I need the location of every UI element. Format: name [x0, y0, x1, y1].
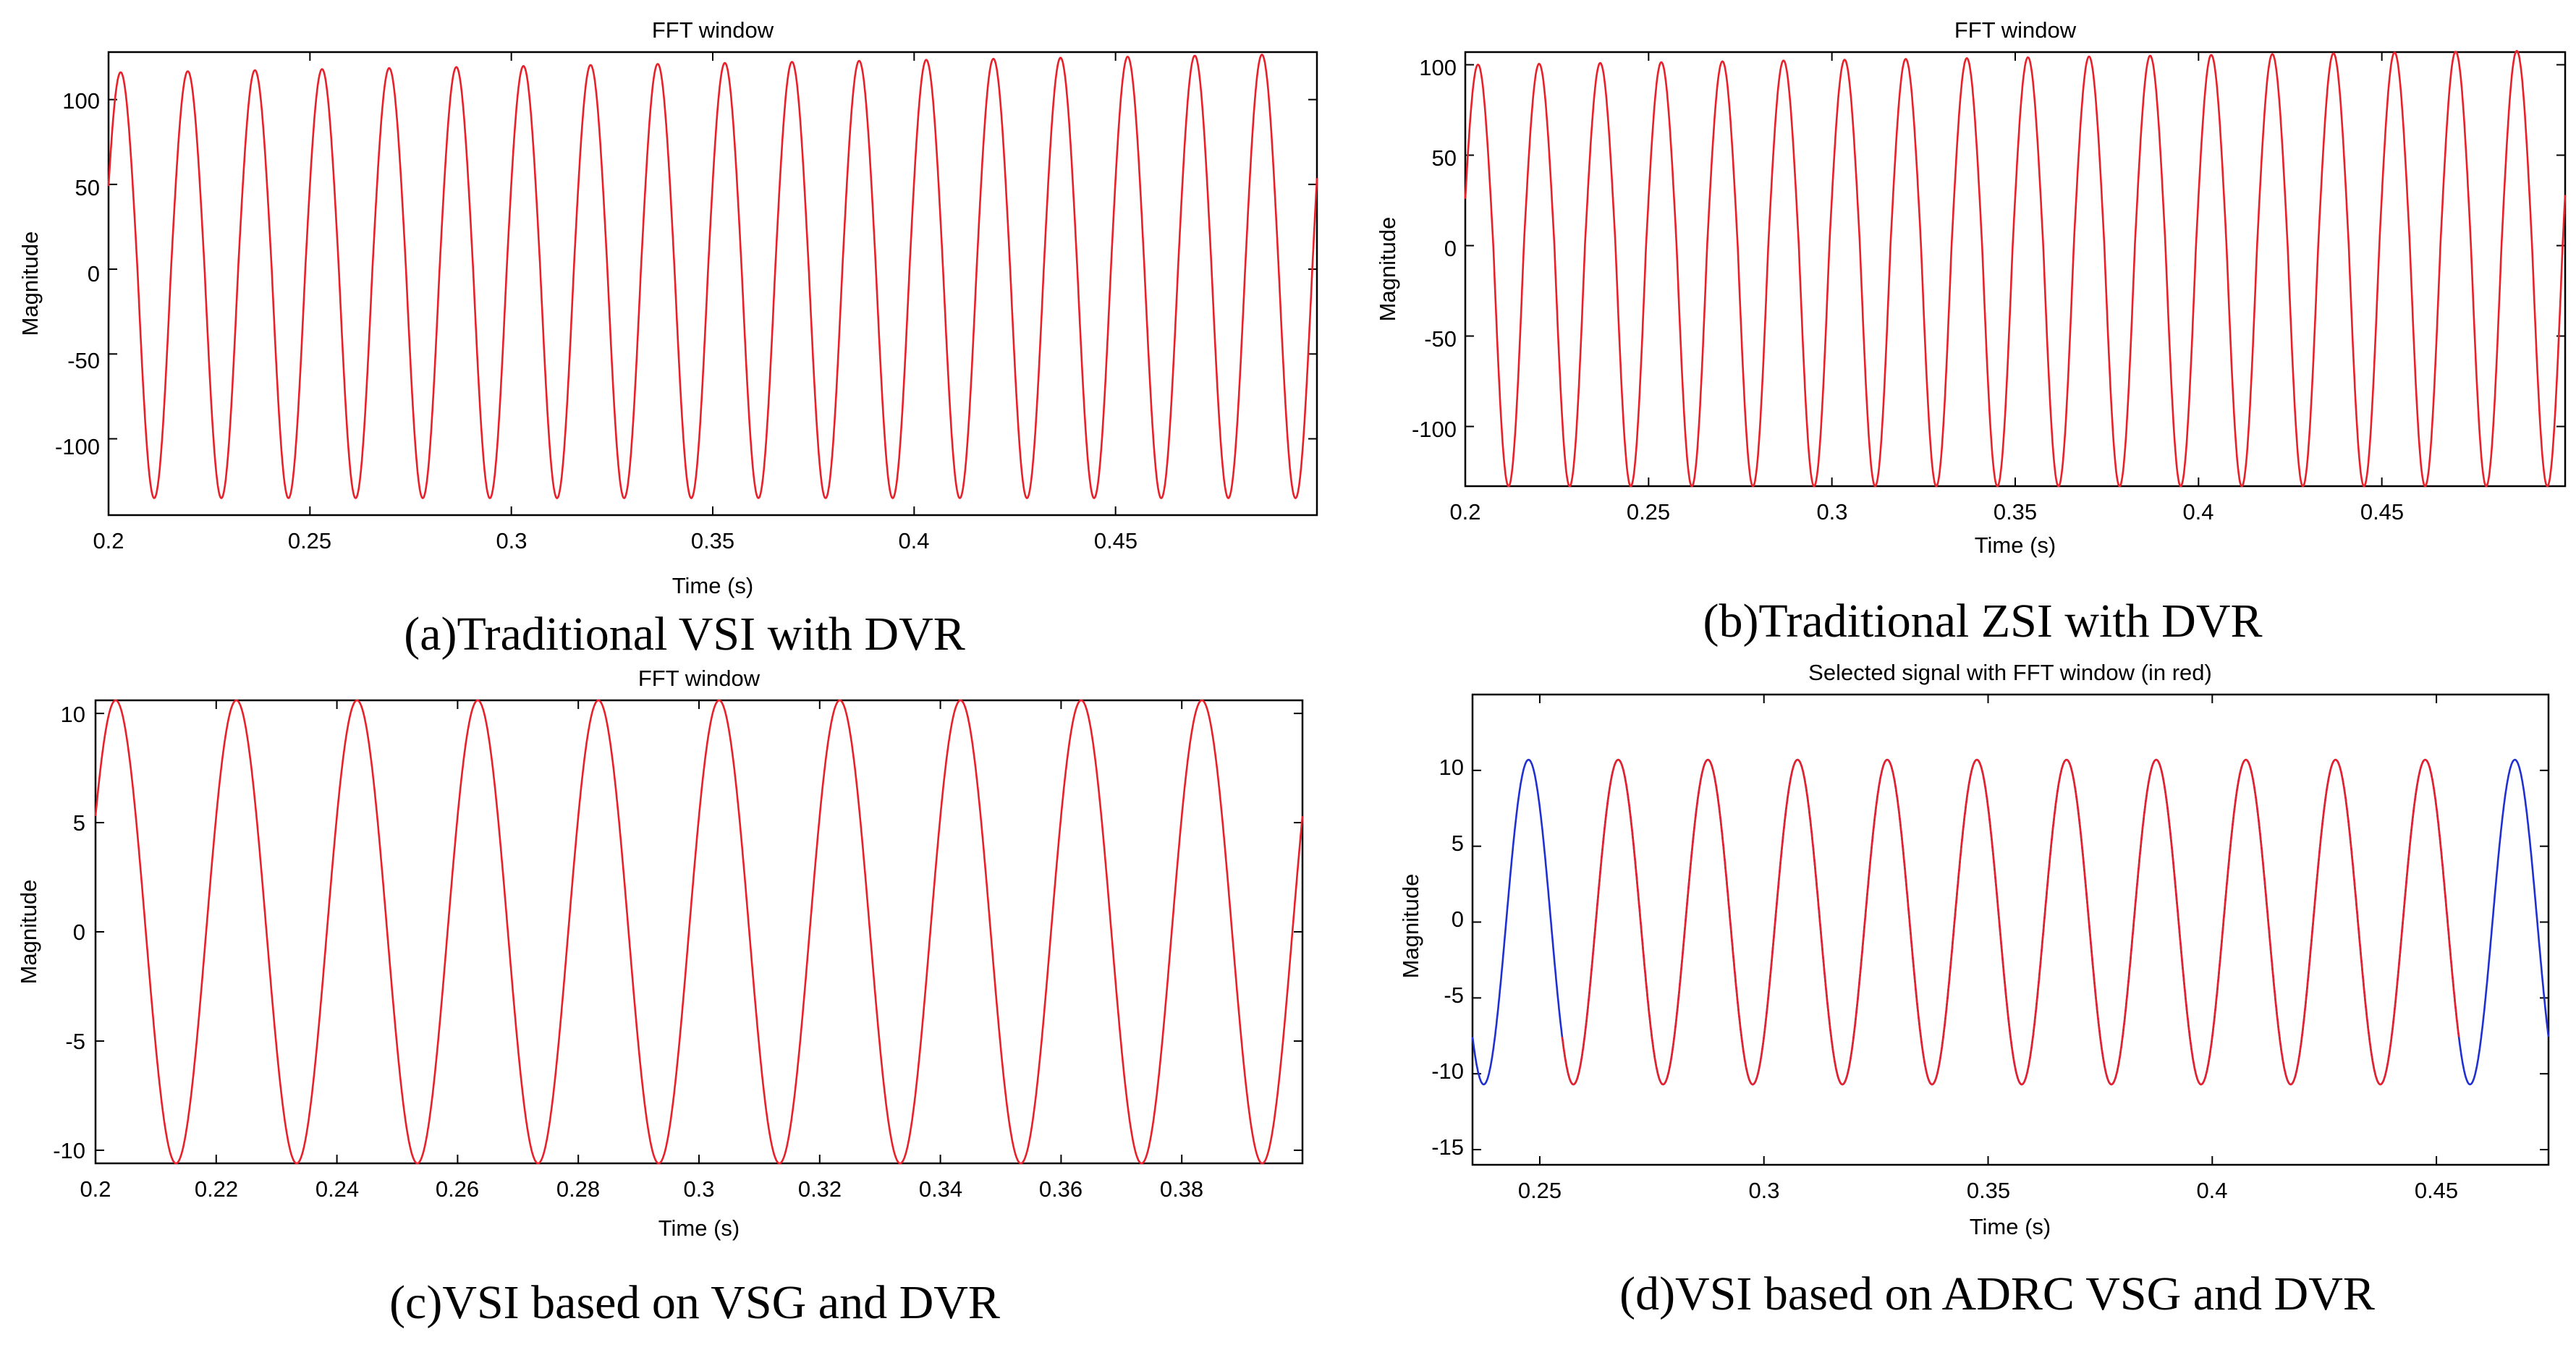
xtick-a-0.45: 0.45 [1094, 528, 1137, 553]
ytick-d-5: 5 [1452, 831, 1464, 856]
waveform-fft-window-b [1464, 50, 2567, 488]
ytick-a-minus50: -50 [67, 348, 100, 373]
xtick-c-0.28: 0.28 [556, 1176, 600, 1202]
panel-title-a: FFT window [652, 17, 774, 43]
ytick-d-minus15: -15 [1431, 1134, 1464, 1160]
xtick-d-0.45: 0.45 [2415, 1178, 2458, 1203]
panel-title-d: Selected signal with FFT window (in red) [1808, 660, 2212, 685]
xlabel-c: Time (s) [658, 1215, 740, 1241]
plot-area-c [94, 699, 1304, 1165]
xtick-d-0.4: 0.4 [2196, 1178, 2227, 1203]
xtick-c-0.38: 0.38 [1160, 1176, 1203, 1202]
ytick-a-0: 0 [88, 261, 100, 286]
xtick-d-0.3: 0.3 [1748, 1178, 1779, 1203]
ytick-b-minus100: -100 [1412, 417, 1457, 442]
caption-b: (b)Traditional ZSI with DVR [1703, 595, 2262, 648]
ytick-b-50: 50 [1432, 145, 1457, 171]
xtick-b-0.35: 0.35 [1994, 499, 2037, 525]
plot-area-a [107, 51, 1318, 517]
xtick-c-0.26: 0.26 [436, 1176, 479, 1202]
xtick-c-0.24: 0.24 [315, 1176, 359, 1202]
panel-b: FFT window 100 50 0 -50 -100 0.2 0.25 0.… [1375, 17, 2567, 648]
xtick-a-0.4: 0.4 [898, 528, 929, 553]
xtick-d-0.35: 0.35 [1967, 1178, 2010, 1203]
xtick-b-0.3: 0.3 [1816, 499, 1847, 525]
tick-marks-b [1465, 52, 2565, 486]
tick-marks-c [95, 700, 1302, 1163]
ytick-d-0: 0 [1452, 907, 1464, 932]
xtick-a-0.2: 0.2 [93, 528, 124, 553]
tick-marks-d [1473, 695, 2549, 1165]
plot-area-b [1464, 51, 2567, 488]
panel-c: FFT window 10 5 0 -5 -10 0.2 0.22 0.24 0… [16, 666, 1304, 1329]
xtick-a-0.25: 0.25 [288, 528, 331, 553]
panel-d: Selected signal with FFT window (in red)… [1398, 660, 2550, 1320]
xtick-a-0.3: 0.3 [496, 528, 527, 553]
xtick-c-0.36: 0.36 [1039, 1176, 1082, 1202]
ytick-c-0: 0 [73, 920, 85, 945]
waveform-fft-window-c [94, 699, 1304, 1165]
xtick-c-0.22: 0.22 [195, 1176, 238, 1202]
xtick-b-0.2: 0.2 [1449, 499, 1480, 525]
caption-a: (a)Traditional VSI with DVR [404, 608, 965, 661]
ytick-d-minus5: -5 [1444, 982, 1464, 1008]
xtick-d-0.25: 0.25 [1518, 1178, 1562, 1203]
xlabel-a: Time (s) [672, 573, 754, 598]
ytick-c-5: 5 [73, 810, 85, 836]
waveform-fft-window-a [107, 54, 1318, 499]
xtick-a-0.35: 0.35 [691, 528, 734, 553]
xtick-c-0.2: 0.2 [80, 1176, 111, 1202]
xtick-c-0.32: 0.32 [798, 1176, 842, 1202]
panel-title-c: FFT window [638, 666, 760, 691]
ylabel-c: Magnitude [16, 880, 41, 985]
xtick-b-0.45: 0.45 [2360, 499, 2404, 525]
ytick-b-100: 100 [1419, 55, 1457, 80]
ytick-b-minus50: -50 [1424, 326, 1457, 352]
plot-area-d [1471, 693, 2550, 1166]
caption-c: (c)VSI based on VSG and DVR [389, 1276, 1000, 1329]
ytick-d-minus10: -10 [1431, 1058, 1464, 1084]
caption-d: (d)VSI based on ADRC VSG and DVR [1619, 1268, 2375, 1320]
ytick-a-100: 100 [62, 88, 100, 114]
xtick-c-0.34: 0.34 [919, 1176, 962, 1202]
ytick-c-minus10: -10 [53, 1138, 85, 1163]
ytick-c-minus5: -5 [65, 1029, 85, 1054]
xlabel-b: Time (s) [1975, 532, 2056, 558]
panel-a: FFT window 100 50 0 -50 -100 0.2 0.25 0.… [17, 17, 1318, 661]
ytick-c-10: 10 [61, 702, 85, 727]
xtick-b-0.4: 0.4 [2182, 499, 2213, 525]
ytick-b-0: 0 [1444, 236, 1457, 261]
ytick-a-50: 50 [75, 175, 100, 200]
xtick-c-0.3: 0.3 [683, 1176, 714, 1202]
ytick-a-minus100: -100 [55, 434, 100, 459]
ytick-d-10: 10 [1439, 755, 1464, 780]
xlabel-d: Time (s) [1970, 1214, 2051, 1239]
ylabel-a: Magnitude [17, 232, 43, 336]
panel-title-b: FFT window [1954, 17, 2077, 43]
ylabel-b: Magnitude [1375, 217, 1400, 322]
ylabel-d: Magnitude [1398, 874, 1423, 979]
xtick-b-0.25: 0.25 [1627, 499, 1670, 525]
waveform-fft-window-d [1561, 758, 2460, 1086]
